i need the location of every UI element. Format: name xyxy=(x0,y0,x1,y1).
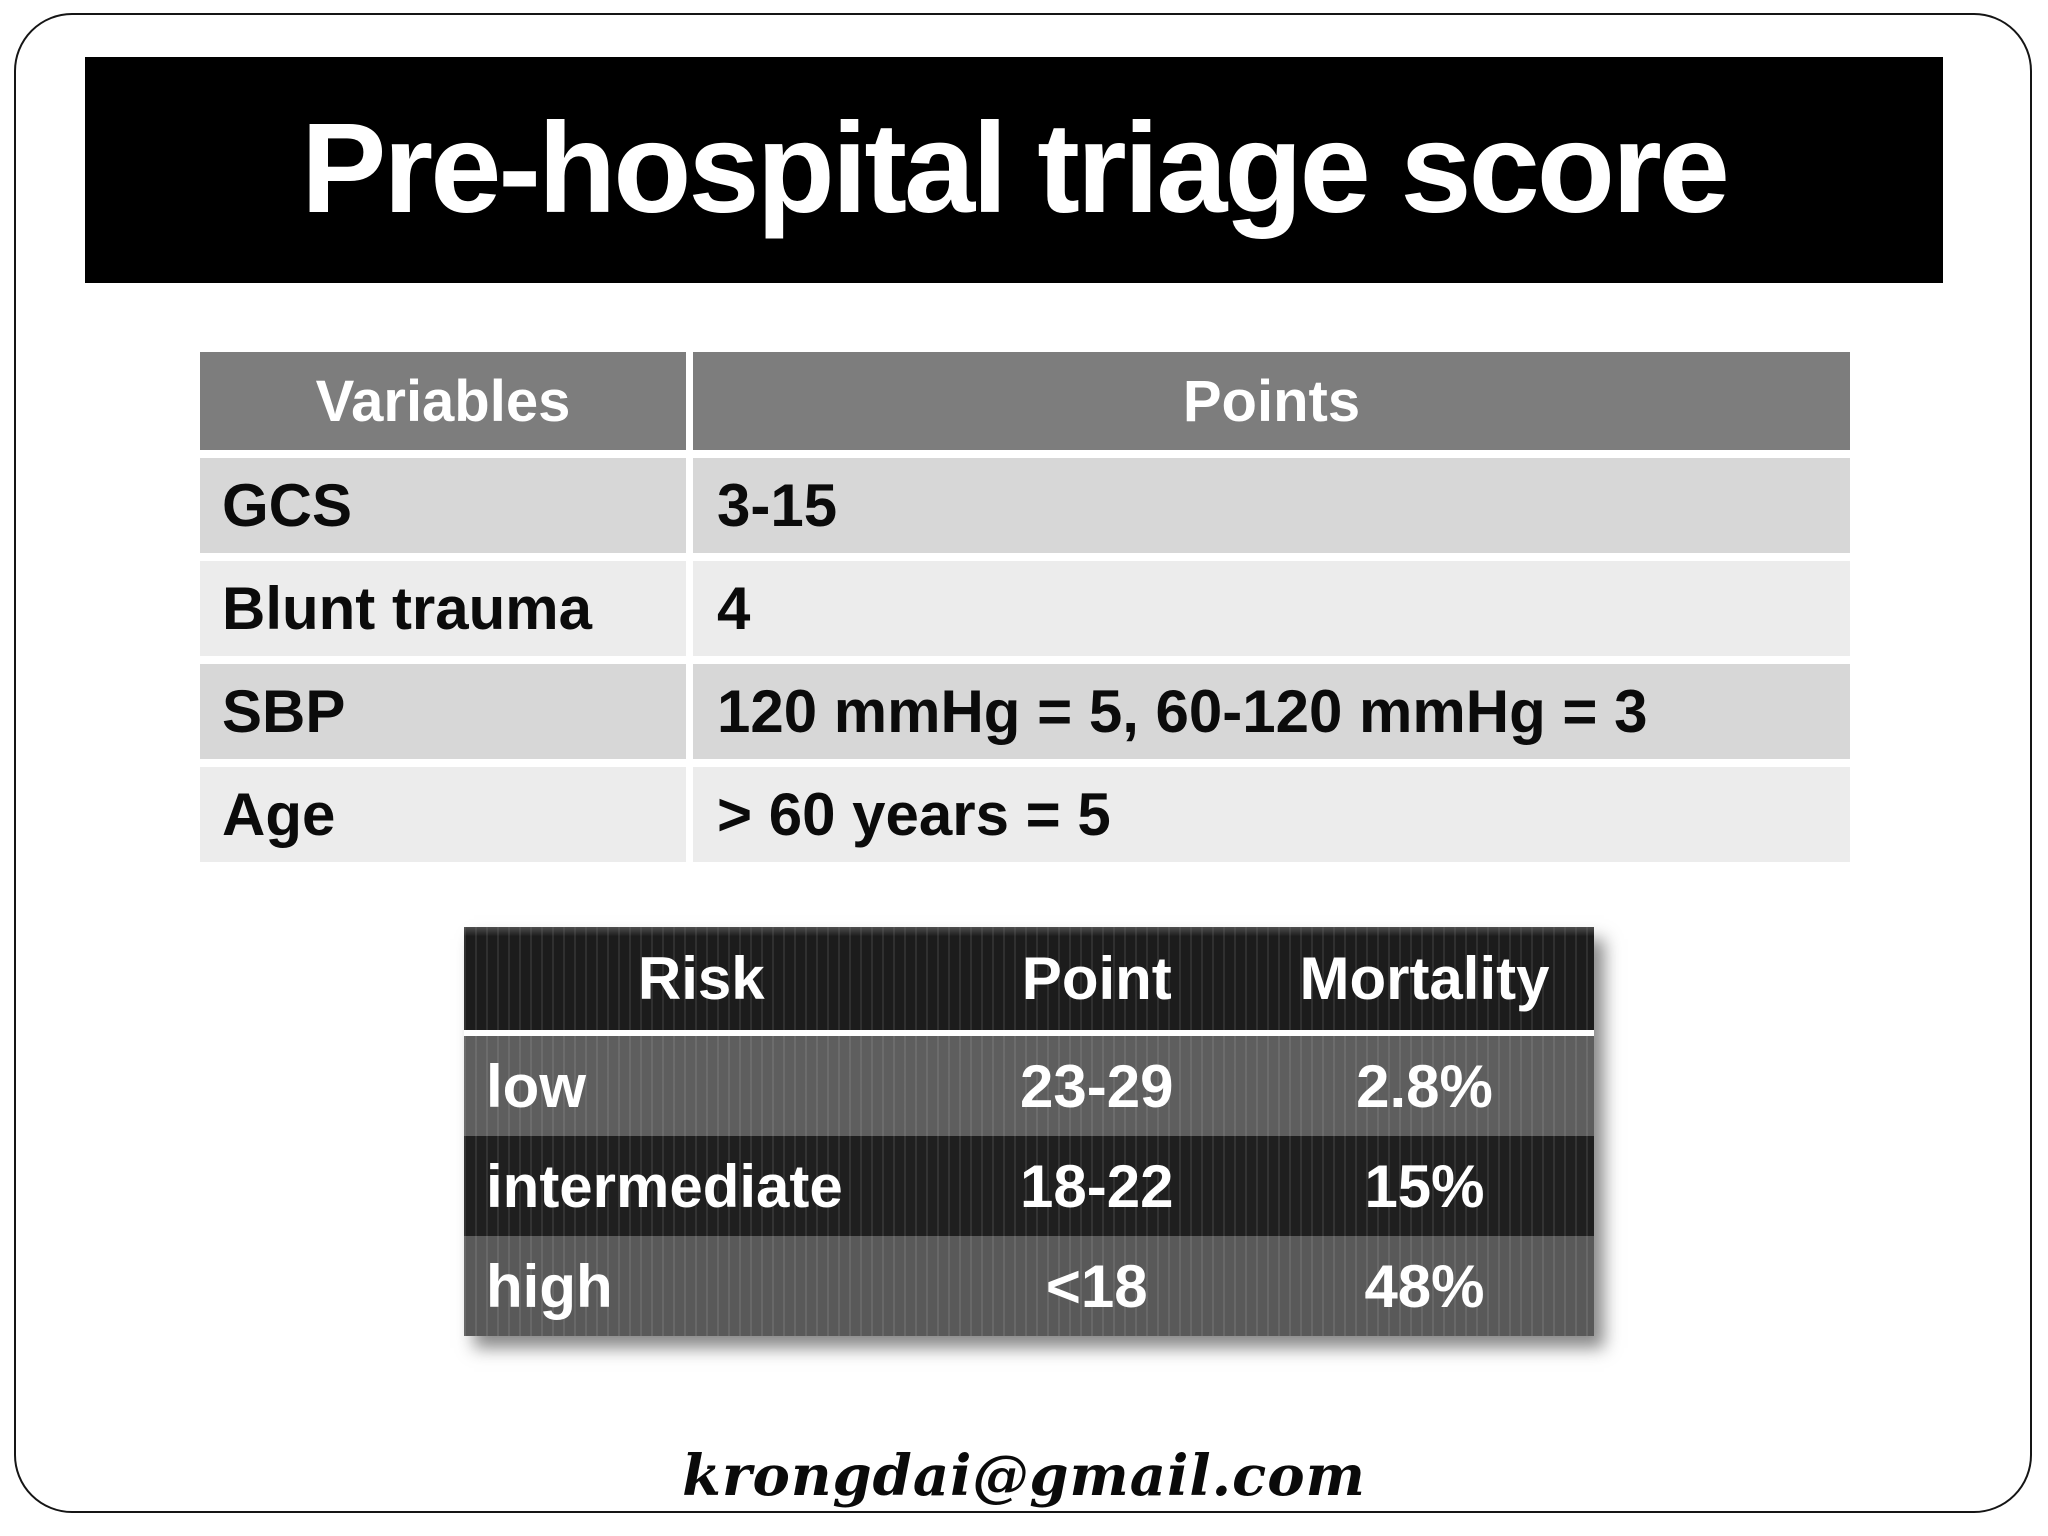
point-cell: <18 xyxy=(1045,1252,1148,1320)
table-row: intermediate 18-22 15% xyxy=(464,1136,1594,1236)
column-header-points: Points xyxy=(693,352,1850,450)
variable-cell: Age xyxy=(200,767,686,862)
risk-cell: intermediate xyxy=(486,1152,843,1220)
table-row: SBP 120 mmHg = 5, 60-120 mmHg = 3 xyxy=(200,664,1850,759)
variable-cell: Blunt trauma xyxy=(200,561,686,656)
risk-cell: low xyxy=(486,1052,586,1120)
risk-table: Risk Point Mortality low 23-29 2.8% inte… xyxy=(464,927,1594,1336)
table-row: high <18 48% xyxy=(464,1236,1594,1336)
header-separator xyxy=(464,1030,1594,1036)
risk-cell: high xyxy=(486,1252,613,1320)
point-cell: 23-29 xyxy=(1020,1052,1174,1120)
slide-border xyxy=(14,13,2032,1513)
footer-email: krongdai@gmail.com xyxy=(682,1443,1366,1509)
point-cell: 18-22 xyxy=(1020,1152,1174,1220)
table-row: Age > 60 years = 5 xyxy=(200,767,1850,862)
column-header-variables: Variables xyxy=(200,352,686,450)
mortality-cell: 48% xyxy=(1364,1252,1485,1320)
points-cell: 3-15 xyxy=(693,458,1850,553)
mortality-cell: 15% xyxy=(1364,1152,1485,1220)
table-row: low 23-29 2.8% xyxy=(464,1036,1594,1136)
table-row: GCS 3-15 xyxy=(200,458,1850,553)
column-header-mortality: Mortality xyxy=(1299,945,1550,1012)
variables-table: Variables Points GCS 3-15 Blunt trauma 4… xyxy=(200,352,1850,862)
points-cell: 120 mmHg = 5, 60-120 mmHg = 3 xyxy=(693,664,1850,759)
column-header-point: Point xyxy=(1021,945,1172,1012)
title-banner: Pre-hospital triage score xyxy=(85,57,1943,283)
variable-cell: SBP xyxy=(200,664,686,759)
column-header-risk: Risk xyxy=(637,945,765,1012)
variable-cell: GCS xyxy=(200,458,686,553)
page-title: Pre-hospital triage score xyxy=(301,96,1730,240)
points-cell: 4 xyxy=(693,561,1850,656)
mortality-cell: 2.8% xyxy=(1356,1052,1493,1120)
table-row: Blunt trauma 4 xyxy=(200,561,1850,656)
points-cell: > 60 years = 5 xyxy=(693,767,1850,862)
variables-table-header-row: Variables Points xyxy=(200,352,1850,450)
risk-table-header-row: Risk Point Mortality xyxy=(464,927,1594,1030)
